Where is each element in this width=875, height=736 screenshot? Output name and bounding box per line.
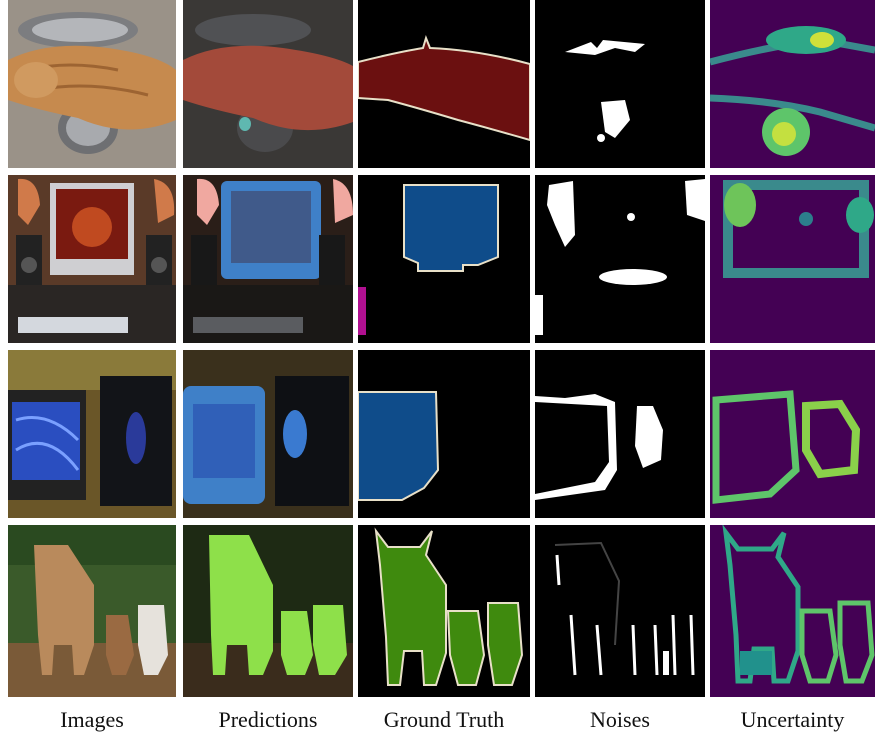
row1-noise — [535, 0, 705, 168]
column-label-images: Images — [60, 707, 124, 732]
column-label-predictions: Predictions — [218, 707, 318, 732]
row3-ground-truth — [358, 350, 530, 518]
row3-image — [8, 350, 176, 518]
row2-ground-truth — [358, 175, 530, 343]
row1-prediction — [183, 0, 353, 168]
row4-prediction — [183, 525, 353, 697]
row3-prediction — [183, 350, 353, 518]
column-label-noises: Noises — [590, 707, 650, 732]
row4-image — [8, 525, 176, 697]
row2-uncertainty — [710, 175, 875, 343]
row1-ground-truth — [358, 0, 530, 168]
row2-noise — [535, 175, 705, 343]
row1-uncertainty — [710, 0, 875, 168]
column-label-ground-truth: Ground Truth — [383, 707, 505, 732]
row2-prediction — [183, 175, 353, 343]
row1-image — [8, 0, 176, 168]
column-label-uncertainty: Uncertainty — [740, 707, 845, 732]
row4-uncertainty — [710, 525, 875, 697]
row3-noise — [535, 350, 705, 518]
row2-image — [8, 175, 176, 343]
row3-uncertainty — [710, 350, 875, 518]
row4-ground-truth — [358, 525, 530, 697]
row4-noise — [535, 525, 705, 697]
